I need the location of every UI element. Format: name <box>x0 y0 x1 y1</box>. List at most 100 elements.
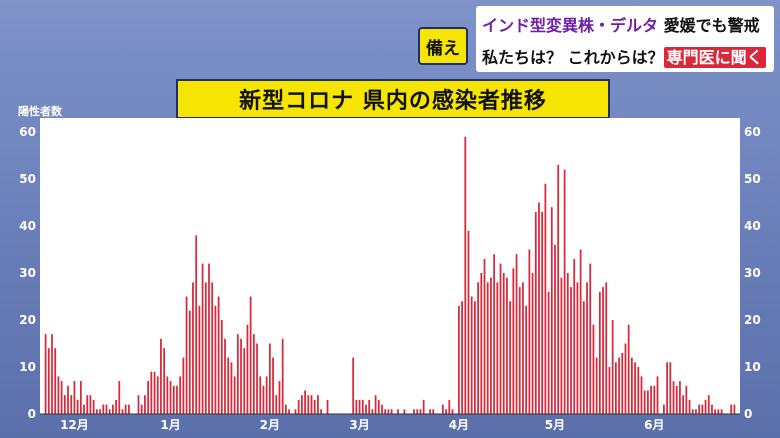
x-ticks: 12月 1月 2月 3月 4月 5月 6月 <box>60 418 664 432</box>
bar <box>67 385 69 414</box>
bar <box>557 164 560 414</box>
bar <box>451 409 454 414</box>
bar <box>538 202 540 414</box>
bar <box>256 343 258 414</box>
bar <box>259 376 262 414</box>
bar <box>195 235 198 414</box>
bar <box>118 381 121 414</box>
bar <box>217 296 220 414</box>
bar <box>419 409 422 414</box>
bar <box>563 169 566 414</box>
bar <box>272 357 274 414</box>
bar <box>480 273 483 414</box>
bar <box>611 320 614 414</box>
bar <box>262 385 265 414</box>
bar <box>102 404 105 414</box>
x-tick-label: 4月 <box>449 418 469 432</box>
plot-area <box>40 118 740 414</box>
bar <box>288 409 290 414</box>
bar <box>493 254 495 414</box>
bar <box>185 296 188 414</box>
bar <box>643 390 646 414</box>
bar <box>650 385 652 414</box>
bar <box>182 357 185 414</box>
bar <box>73 381 76 414</box>
bar <box>544 183 547 414</box>
y-tick-label-right: 50 <box>744 172 761 186</box>
bar <box>201 263 204 414</box>
bar <box>550 207 553 414</box>
bar <box>634 362 636 414</box>
bar <box>631 357 633 414</box>
bar <box>464 136 467 414</box>
bar <box>445 409 447 414</box>
bar <box>624 343 627 414</box>
bar <box>368 399 371 414</box>
bar <box>275 395 278 414</box>
bar <box>99 409 101 414</box>
bar <box>640 376 643 414</box>
bar <box>179 376 182 414</box>
bar <box>691 409 694 414</box>
bar <box>54 348 57 414</box>
bar <box>483 258 486 414</box>
bar <box>227 357 230 414</box>
bar <box>57 376 60 414</box>
bar <box>70 395 73 414</box>
headline-alert-text: 愛媛でも警戒 <box>663 16 760 35</box>
bar <box>598 291 601 414</box>
bar <box>150 371 153 414</box>
y-ticks-left: 0 10 20 30 40 50 60 <box>19 125 36 421</box>
bar <box>153 371 156 414</box>
headline-panel: インド型変異株・デルタ 愛媛でも警戒 私たちは？ これからは？ 専門医に聞く <box>476 6 774 72</box>
bar <box>666 362 668 414</box>
bar <box>621 352 624 414</box>
bar <box>509 301 512 414</box>
y-tick-label-left: 0 <box>28 407 36 421</box>
bar <box>137 395 140 414</box>
bar <box>570 287 572 414</box>
bar <box>618 357 620 414</box>
bar <box>169 381 172 414</box>
bar <box>198 305 201 414</box>
bar <box>320 409 322 414</box>
bar <box>554 244 556 414</box>
bar <box>166 376 169 414</box>
bar <box>467 230 470 414</box>
bar <box>403 409 406 414</box>
bar <box>281 338 284 414</box>
bar <box>592 324 595 414</box>
bar <box>224 338 226 414</box>
bar <box>413 409 415 414</box>
y-tick-label-right: 10 <box>744 360 761 374</box>
bar <box>647 390 649 414</box>
bar <box>566 273 569 414</box>
bar <box>115 399 117 414</box>
y-tick-label-left: 10 <box>19 360 36 374</box>
bar <box>695 409 697 414</box>
bar <box>211 282 214 414</box>
bar <box>701 404 704 414</box>
bar <box>374 395 377 414</box>
bar <box>220 320 223 414</box>
chart-title: 新型コロナ 県内の感染者推移 <box>176 79 610 119</box>
x-tick-label: 3月 <box>349 418 369 432</box>
bar <box>384 409 387 414</box>
x-tick-label: 5月 <box>545 418 565 432</box>
bar <box>361 399 364 414</box>
y-tick-label-right: 40 <box>744 219 761 233</box>
bar <box>192 282 194 414</box>
bar <box>502 273 505 414</box>
bar <box>534 211 537 414</box>
bar <box>47 348 50 414</box>
bar <box>307 395 310 414</box>
bar <box>121 409 124 414</box>
bar <box>147 381 149 414</box>
bar <box>486 282 489 414</box>
bar <box>730 404 733 414</box>
bar <box>512 268 515 414</box>
bar <box>243 348 246 414</box>
bar <box>458 305 460 414</box>
bar <box>653 385 656 414</box>
